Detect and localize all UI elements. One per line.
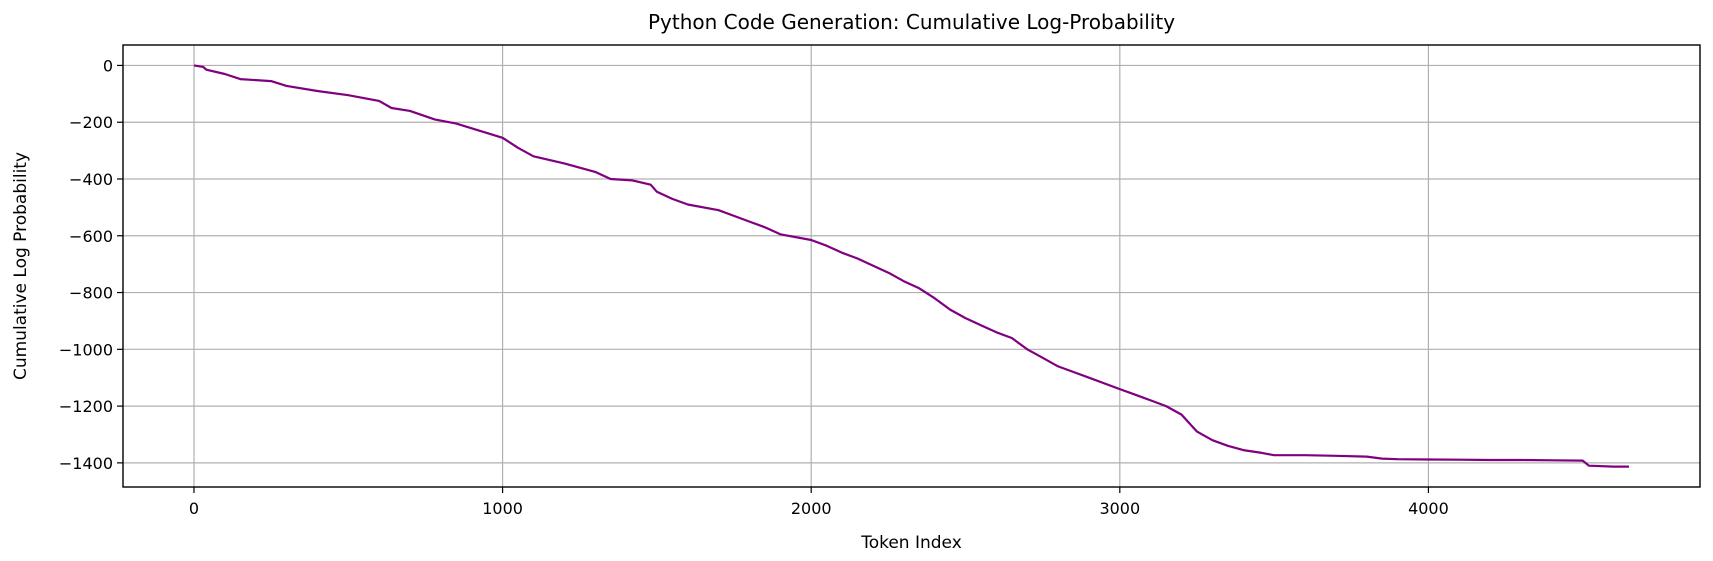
x-tick-label: 3000 [1099, 499, 1140, 518]
tick-layer: 0 1000 2000 3000 4000 0 −200 −400 −600 −800 −1000 −… [59, 56, 1449, 518]
x-tick-label: 1000 [482, 499, 523, 518]
x-tick-label: 2000 [791, 499, 832, 518]
y-tick-label: −1400 [59, 454, 113, 473]
series-line [193, 64, 1629, 468]
grid-layer [123, 45, 1700, 487]
y-tick-label: 0 [103, 56, 113, 75]
y-axis-title: Cumulative Log Probability [11, 152, 31, 380]
y-tick-label: −400 [69, 170, 113, 189]
line-layer [193, 64, 1629, 468]
chart-title: Python Code Generation: Cumulative Log-P… [648, 10, 1175, 34]
plot-frame [122, 44, 1701, 488]
y-tick-label: −1000 [59, 340, 113, 359]
x-tick-label: 4000 [1408, 499, 1449, 518]
y-tick-label: −600 [69, 227, 113, 246]
x-tick-label: 0 [189, 499, 199, 518]
y-tick-label: −800 [69, 284, 113, 303]
y-tick-label: −200 [69, 113, 113, 132]
x-axis-title: Token Index [860, 533, 962, 553]
y-tick-label: −1200 [59, 397, 113, 416]
